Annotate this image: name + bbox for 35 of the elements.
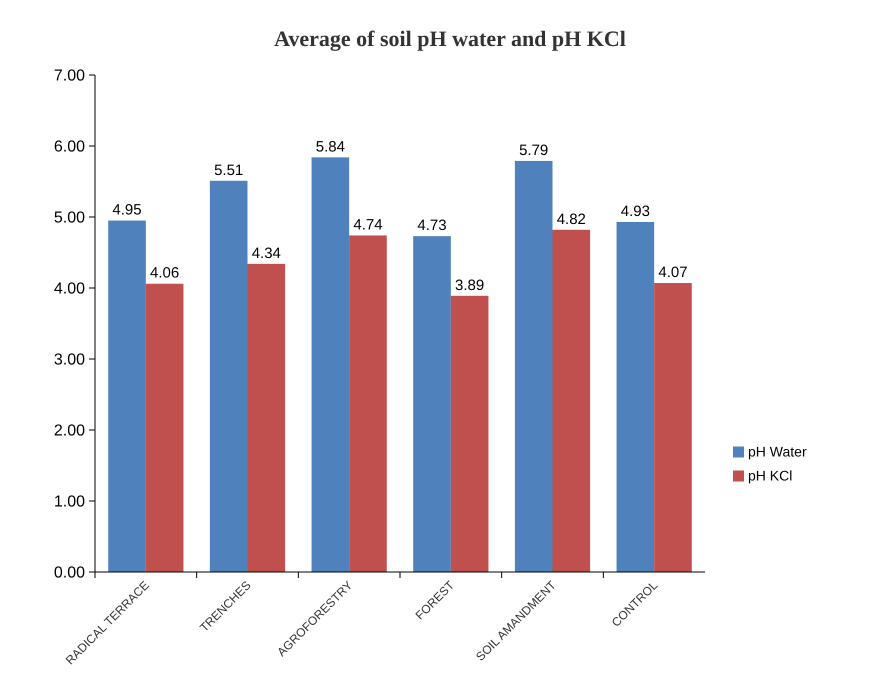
bar: [514, 160, 552, 572]
y-tick-label: 5.00: [54, 210, 86, 227]
bar: [413, 236, 451, 572]
data-label: 5.79: [519, 142, 548, 159]
y-tick-label: 1.00: [54, 494, 86, 511]
legend-label: pH KCl: [748, 468, 792, 484]
data-label: 4.74: [353, 216, 383, 234]
bar: [616, 222, 654, 572]
bar: [450, 296, 488, 572]
data-label: 4.34: [252, 244, 281, 262]
bar: [349, 235, 387, 572]
y-tick-label: 4.00: [54, 280, 86, 298]
chart-title: Average of soil pH water and pH KCl: [274, 26, 626, 51]
data-label: 4.82: [556, 210, 586, 228]
bar: [108, 220, 146, 572]
bar: [146, 284, 184, 572]
data-label: 5.51: [214, 162, 244, 179]
data-label: 4.06: [150, 264, 180, 282]
y-tick-label: 0.00: [54, 564, 86, 582]
bar: [210, 180, 248, 572]
data-label: 5.84: [316, 138, 345, 156]
bar: [248, 264, 286, 572]
data-label: 4.95: [112, 202, 142, 219]
y-tick-label: 6.00: [54, 138, 86, 156]
y-tick-label: 3.00: [54, 352, 86, 369]
data-label: 4.07: [658, 264, 688, 282]
data-label: 4.93: [620, 202, 650, 220]
y-tick-label: 2.00: [54, 422, 86, 440]
data-label: 3.89: [455, 276, 484, 294]
bar: [552, 230, 590, 572]
data-label: 4.73: [417, 217, 447, 234]
legend-label: pH Water: [748, 444, 807, 460]
y-tick-label: 7.00: [54, 68, 86, 85]
bar: [654, 283, 692, 572]
bar: [312, 157, 350, 572]
